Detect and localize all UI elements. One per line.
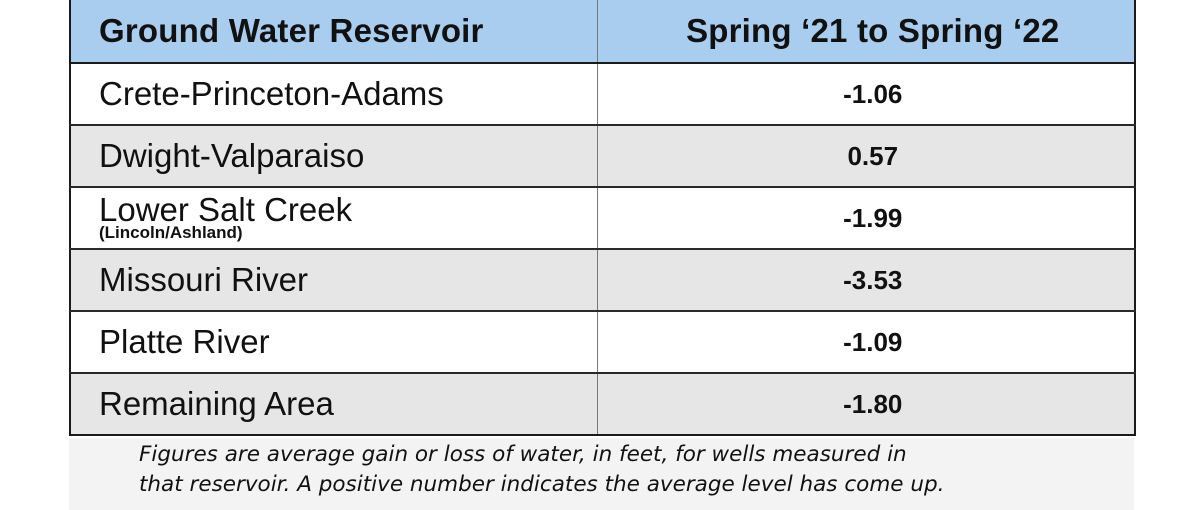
caption-line-1: Figures are average gain or loss of wate… (139, 442, 907, 467)
table-row: Crete-Princeton-Adams -1.06 (70, 63, 1135, 126)
reservoir-note: (Lincoln/Ashland) (99, 223, 243, 242)
reservoir-value: -1.09 (597, 311, 1135, 374)
reservoir-value: -1.80 (597, 373, 1135, 435)
table-row: Platte River -1.09 (70, 311, 1135, 374)
reservoir-name-text: Crete-Princeton-Adams (99, 75, 444, 112)
reservoir-name-text: Missouri River (99, 261, 309, 298)
table-row: Dwight-Valparaiso 0.57 (70, 125, 1135, 188)
reservoir-name: Remaining Area (70, 373, 598, 435)
reservoir-value: -1.06 (597, 63, 1135, 126)
table-caption: Figures are average gain or loss of wate… (69, 438, 1134, 510)
table-row: Missouri River -3.53 (70, 249, 1135, 312)
reservoir-name: Crete-Princeton-Adams (70, 63, 598, 126)
reservoir-name: Platte River (70, 311, 598, 374)
reservoir-name: Lower Salt Creek (Lincoln/Ashland) (70, 187, 598, 250)
reservoir-name-text: Dwight-Valparaiso (99, 137, 365, 174)
reservoir-table-figure: Ground Water Reservoir Spring ‘21 to Spr… (69, 0, 1136, 510)
caption-line-2: that reservoir. A positive number indica… (139, 472, 945, 497)
header-row: Ground Water Reservoir Spring ‘21 to Spr… (70, 0, 1135, 64)
table-row: Remaining Area -1.80 (70, 373, 1135, 435)
header-reservoir: Ground Water Reservoir (70, 0, 598, 64)
reservoir-value: -1.99 (597, 187, 1135, 250)
reservoir-name-text: Platte River (99, 323, 270, 360)
reservoir-table: Ground Water Reservoir Spring ‘21 to Spr… (69, 0, 1136, 436)
reservoir-name: Missouri River (70, 249, 598, 312)
reservoir-name-text: Lower Salt Creek (99, 191, 353, 228)
table-row: Lower Salt Creek (Lincoln/Ashland) -1.99 (70, 187, 1135, 250)
reservoir-name-text: Remaining Area (99, 385, 334, 422)
header-change: Spring ‘21 to Spring ‘22 (597, 0, 1135, 64)
reservoir-value: -3.53 (597, 249, 1135, 312)
reservoir-name: Dwight-Valparaiso (70, 125, 598, 188)
reservoir-value: 0.57 (597, 125, 1135, 188)
